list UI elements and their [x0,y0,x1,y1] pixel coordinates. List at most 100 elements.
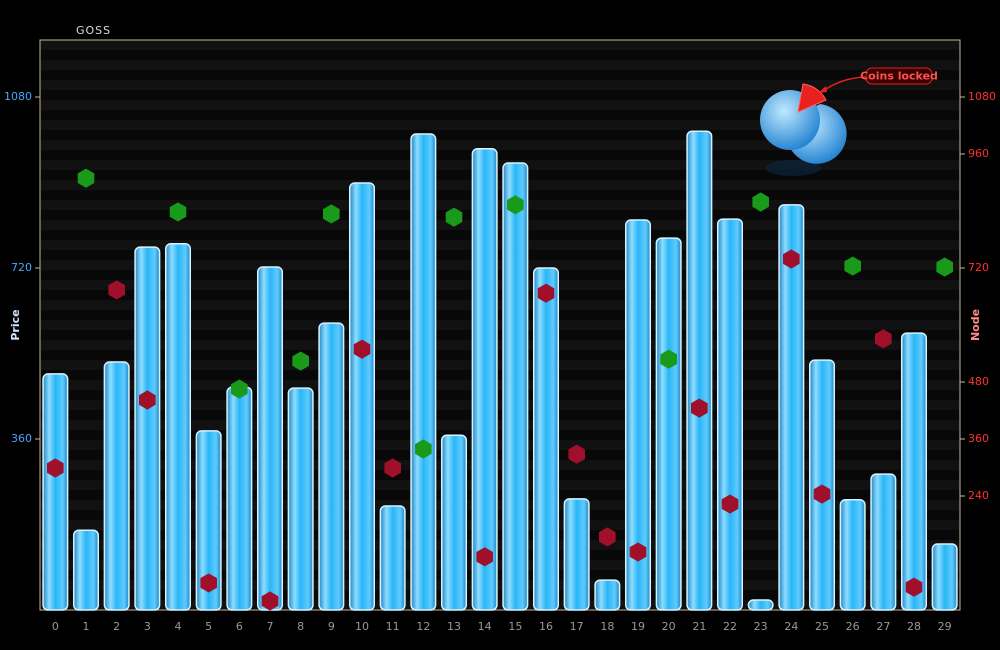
bar [256,266,284,611]
hexagon-marker [323,204,340,224]
x-tick-label: 5 [205,620,212,633]
x-tick-label: 20 [662,620,676,633]
x-tick-label: 8 [297,620,304,633]
hexagon-marker [507,195,524,215]
hexagon-marker [415,439,432,459]
bar [318,322,345,611]
bar [747,599,774,611]
bar [195,430,222,611]
annotation: Coins locked [860,70,938,83]
y2-tick-label: 480 [968,375,989,388]
hexagon-marker [537,283,555,303]
chart-title: GOSS [76,24,111,37]
hexagon-marker [353,339,371,359]
x-tick-label: 2 [113,620,120,633]
hexagon-marker [47,458,64,478]
pie-highlight [797,83,827,113]
x-tick-label: 25 [815,620,829,633]
plot-frame [39,39,961,611]
y-tick-label: 720 [11,261,32,274]
x-tick-label: 7 [267,620,274,633]
hexagon-marker [231,379,248,399]
x-tick-label: 23 [754,620,768,633]
bar [42,373,69,611]
hexagon-marker [108,280,125,300]
x-tick-label: 29 [938,620,952,633]
hexagon-marker [721,494,739,514]
hexagon-marker [844,256,861,276]
bar [778,204,805,611]
hexagon-marker [936,257,953,277]
hexagon-marker [292,351,309,371]
x-tick-label: 6 [236,620,243,633]
y2-tick-label: 360 [968,432,989,445]
hexagon-marker [783,249,800,269]
pie-shadow [765,160,821,176]
x-tick-label: 21 [692,620,706,633]
annotation-box [865,67,933,85]
hexagon-marker [875,329,892,349]
bar [686,130,713,611]
hexagon-marker [629,542,647,562]
x-tick-label: 11 [386,620,400,633]
bar [716,218,744,611]
x-tick-label: 12 [416,620,430,633]
y-tick-label: 1080 [4,90,32,103]
y2-axis-label: Node [969,309,982,341]
x-tick-label: 26 [846,620,860,633]
bar [502,162,529,611]
hexagon-marker [660,349,677,369]
bar [471,148,498,611]
y2-tick-label: 720 [968,261,989,274]
bar [931,543,958,611]
bar [655,237,682,611]
x-tick-label: 1 [83,620,90,633]
hexagon-marker [384,458,401,478]
x-tick-label: 13 [447,620,461,633]
hexagon-marker [139,390,156,410]
hexagon-marker [169,202,187,222]
hexagon-marker [599,527,616,547]
bar [226,386,253,611]
hexagon-marker [691,398,708,418]
hexagon-marker [445,207,463,227]
bar [624,219,652,611]
bar [164,243,192,611]
x-tick-label: 24 [784,620,798,633]
x-tick-label: 27 [876,620,890,633]
x-tick-label: 10 [355,620,369,633]
x-tick-label: 9 [328,620,335,633]
bar [532,267,560,611]
x-tick-label: 19 [631,620,645,633]
x-tick-label: 17 [570,620,584,633]
y2-tick-label: 960 [968,147,989,160]
bar [72,529,100,611]
bar [348,182,376,611]
y2-tick-label: 1080 [968,90,996,103]
hexagon-marker [200,573,217,593]
bar [594,579,621,611]
y2-tick-label: 240 [968,489,989,502]
bar [900,332,928,611]
hexagon-marker [476,547,493,567]
bar [103,361,130,611]
x-tick-label: 0 [52,620,59,633]
hexagon-marker [77,168,95,188]
x-tick-label: 15 [508,620,522,633]
arrow-head [818,86,827,93]
x-tick-label: 18 [600,620,614,633]
x-tick-label: 28 [907,620,921,633]
y-tick-label: 360 [11,432,32,445]
y-axis-label: Price [9,309,22,340]
hexagon-marker [568,444,585,464]
hexagon-marker [261,591,279,611]
bar [134,246,161,611]
bar [839,499,866,611]
bar [287,387,314,611]
x-tick-label: 22 [723,620,737,633]
bar [379,505,406,611]
hexagon-marker [905,577,923,597]
bar [440,434,468,611]
x-tick-label: 16 [539,620,553,633]
